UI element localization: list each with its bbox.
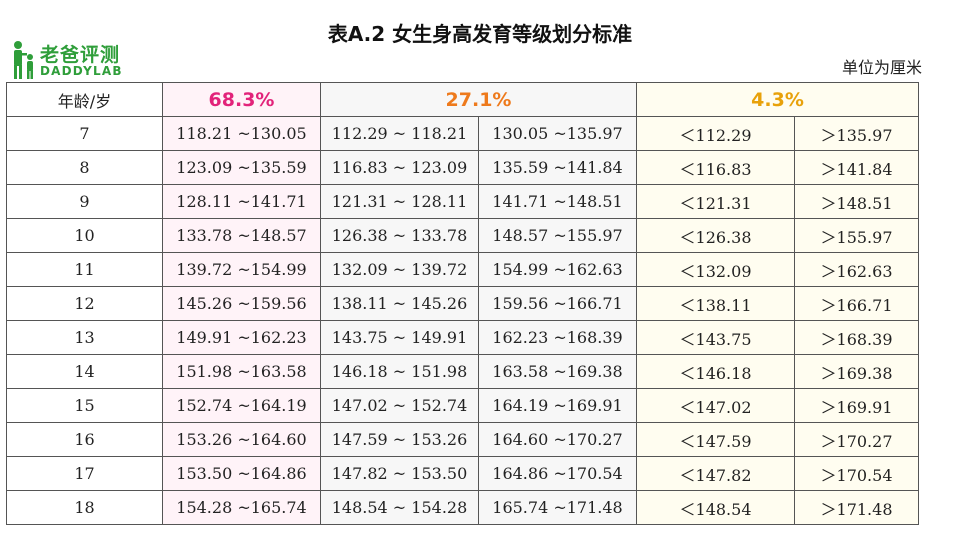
age-cell: 17 <box>6 456 163 491</box>
age-cell: 7 <box>6 116 163 151</box>
range-68-cell: 133.78 ~148.57 <box>162 218 321 253</box>
range-4-low-cell: ＜146.18 <box>636 354 796 389</box>
table-row: 11 139.72 ~154.99 132.09 ~ 139.72 154.99 ~1… <box>6 252 920 287</box>
range-4-low-cell: ＜148.54 <box>636 490 796 525</box>
age-cell: 15 <box>6 388 163 423</box>
range-27-low-cell: 116.83 ~ 123.09 <box>320 150 479 185</box>
range-4-high-cell: ＞171.48 <box>794 490 920 525</box>
logo-text-cn: 老爸评测 <box>40 44 121 66</box>
range-27-high-cell: 154.99 ~162.63 <box>477 252 638 287</box>
table-row: 16 153.26 ~164.60 147.59 ~ 153.26 164.60 ~1… <box>6 422 920 457</box>
range-4-high-cell: ＞169.38 <box>794 354 920 389</box>
age-cell: 9 <box>6 184 163 219</box>
height-standard-table: 年龄/岁 68.3% 27.1% 4.3% 7 118.21 ~130.05 112… <box>6 82 920 525</box>
age-cell: 13 <box>6 320 163 355</box>
range-27-high-cell: 164.60 ~170.27 <box>477 422 638 457</box>
pct-header-68: 68.3% <box>162 82 321 117</box>
range-4-low-cell: ＜116.83 <box>636 150 796 185</box>
range-27-low-cell: 148.54 ~ 154.28 <box>320 490 479 525</box>
range-68-cell: 145.26 ~159.56 <box>162 286 321 321</box>
range-4-high-cell: ＞135.97 <box>794 116 920 151</box>
range-4-high-cell: ＞169.91 <box>794 388 920 423</box>
range-27-low-cell: 146.18 ~ 151.98 <box>320 354 479 389</box>
range-27-low-cell: 132.09 ~ 139.72 <box>320 252 479 287</box>
range-27-high-cell: 162.23 ~168.39 <box>477 320 638 355</box>
range-27-low-cell: 121.31 ~ 128.11 <box>320 184 479 219</box>
daddylab-logo: 老爸评测 DADDYLAB <box>8 38 133 82</box>
range-27-low-cell: 138.11 ~ 145.26 <box>320 286 479 321</box>
age-cell: 18 <box>6 490 163 525</box>
range-4-low-cell: ＜147.02 <box>636 388 796 423</box>
range-27-high-cell: 141.71 ~148.51 <box>477 184 638 219</box>
range-4-high-cell: ＞141.84 <box>794 150 920 185</box>
pct-header-4: 4.3% <box>636 82 920 117</box>
age-cell: 11 <box>6 252 163 287</box>
range-4-low-cell: ＜121.31 <box>636 184 796 219</box>
range-27-high-cell: 148.57 ~155.97 <box>477 218 638 253</box>
range-27-high-cell: 164.86 ~170.54 <box>477 456 638 491</box>
range-68-cell: 149.91 ~162.23 <box>162 320 321 355</box>
range-27-low-cell: 126.38 ~ 133.78 <box>320 218 479 253</box>
logo-text-en: DADDYLAB <box>40 64 123 78</box>
table-row: 18 154.28 ~165.74 148.54 ~ 154.28 165.74 ~1… <box>6 490 920 525</box>
range-68-cell: 152.74 ~164.19 <box>162 388 321 423</box>
range-68-cell: 123.09 ~135.59 <box>162 150 321 185</box>
age-cell: 10 <box>6 218 163 253</box>
range-4-low-cell: ＜147.59 <box>636 422 796 457</box>
range-27-low-cell: 147.82 ~ 153.50 <box>320 456 479 491</box>
header-row: 年龄/岁 68.3% 27.1% 4.3% <box>6 82 920 117</box>
range-68-cell: 139.72 ~154.99 <box>162 252 321 287</box>
range-4-high-cell: ＞148.51 <box>794 184 920 219</box>
range-68-cell: 118.21 ~130.05 <box>162 116 321 151</box>
table-row: 15 152.74 ~164.19 147.02 ~ 152.74 164.19 ~1… <box>6 388 920 423</box>
range-4-low-cell: ＜143.75 <box>636 320 796 355</box>
age-column-header: 年龄/岁 <box>6 82 163 117</box>
range-68-cell: 153.50 ~164.86 <box>162 456 321 491</box>
range-4-high-cell: ＞170.54 <box>794 456 920 491</box>
table-row: 7 118.21 ~130.05 112.29 ~ 118.21 130.05 ~13… <box>6 116 920 151</box>
range-4-high-cell: ＞155.97 <box>794 218 920 253</box>
range-4-high-cell: ＞162.63 <box>794 252 920 287</box>
table-row: 12 145.26 ~159.56 138.11 ~ 145.26 159.56 ~1… <box>6 286 920 321</box>
range-27-low-cell: 147.59 ~ 153.26 <box>320 422 479 457</box>
range-27-high-cell: 130.05 ~135.97 <box>477 116 638 151</box>
age-cell: 16 <box>6 422 163 457</box>
age-cell: 8 <box>6 150 163 185</box>
range-27-high-cell: 164.19 ~169.91 <box>477 388 638 423</box>
range-4-high-cell: ＞166.71 <box>794 286 920 321</box>
table-row: 17 153.50 ~164.86 147.82 ~ 153.50 164.86 ~1… <box>6 456 920 491</box>
pct-header-27: 27.1% <box>319 82 638 117</box>
parent-child-icon <box>14 41 33 79</box>
table-title: 表A.2 女生身高发育等级划分标准 <box>327 22 633 46</box>
range-27-high-cell: 163.58 ~169.38 <box>477 354 638 389</box>
age-cell: 14 <box>6 354 163 389</box>
range-68-cell: 151.98 ~163.58 <box>162 354 321 389</box>
range-27-low-cell: 112.29 ~ 118.21 <box>320 116 479 151</box>
range-27-low-cell: 143.75 ~ 149.91 <box>320 320 479 355</box>
range-4-low-cell: ＜132.09 <box>636 252 796 287</box>
table-row: 13 149.91 ~162.23 143.75 ~ 149.91 162.23 ~1… <box>6 320 920 355</box>
range-68-cell: 153.26 ~164.60 <box>162 422 321 457</box>
range-4-low-cell: ＜126.38 <box>636 218 796 253</box>
range-4-high-cell: ＞168.39 <box>794 320 920 355</box>
range-68-cell: 128.11 ~141.71 <box>162 184 321 219</box>
range-27-low-cell: 147.02 ~ 152.74 <box>320 388 479 423</box>
unit-label: 单位为厘米 <box>841 58 922 77</box>
range-4-low-cell: ＜138.11 <box>636 286 796 321</box>
table-row: 8 123.09 ~135.59 116.83 ~ 123.09 135.59 ~14… <box>6 150 920 185</box>
table-row: 14 151.98 ~163.58 146.18 ~ 151.98 163.58 ~1… <box>6 354 920 389</box>
table-row: 9 128.11 ~141.71 121.31 ~ 128.11 141.71 ~14… <box>6 184 920 219</box>
range-27-high-cell: 165.74 ~171.48 <box>477 490 638 525</box>
table-row: 10 133.78 ~148.57 126.38 ~ 133.78 148.57 ~1… <box>6 218 920 253</box>
range-68-cell: 154.28 ~165.74 <box>162 490 321 525</box>
range-4-low-cell: ＜147.82 <box>636 456 796 491</box>
age-cell: 12 <box>6 286 163 321</box>
range-4-low-cell: ＜112.29 <box>636 116 796 151</box>
range-27-high-cell: 159.56 ~166.71 <box>477 286 638 321</box>
range-27-high-cell: 135.59 ~141.84 <box>477 150 638 185</box>
range-4-high-cell: ＞170.27 <box>794 422 920 457</box>
